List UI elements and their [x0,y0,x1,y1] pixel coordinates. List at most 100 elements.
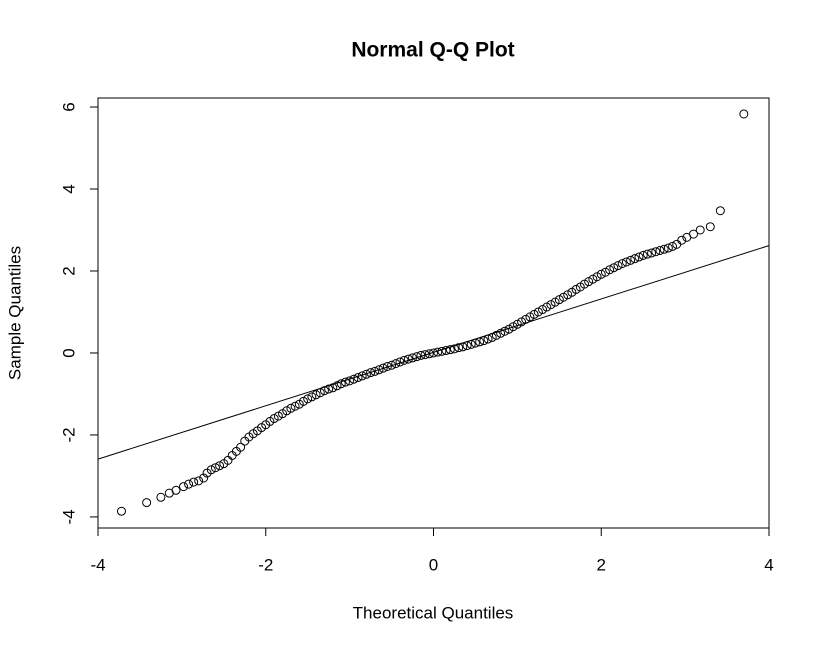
point [609,263,619,273]
point [332,381,342,391]
x-tick-label: -2 [258,555,273,574]
point [370,366,380,376]
point [395,357,405,367]
point [449,344,459,354]
point [651,247,661,257]
point [487,332,497,342]
point [403,354,413,364]
point [659,244,669,254]
point [663,243,673,253]
point [470,338,480,348]
point [324,384,334,394]
point [613,261,623,271]
point [286,403,296,413]
point [475,337,485,347]
point [412,352,422,362]
point [353,373,363,383]
point [361,369,371,379]
point [695,225,705,235]
x-axis-label: Theoretical Quantiles [353,603,514,622]
point [433,347,443,357]
point [179,482,189,492]
x-tick-label: 4 [764,555,773,574]
point [374,365,384,375]
point [156,492,166,502]
point [621,257,631,267]
point [491,330,501,340]
point [429,348,438,358]
point [189,477,199,487]
point [382,361,392,371]
point [479,336,489,346]
point [311,390,321,400]
point [441,346,451,356]
point [655,245,665,255]
point [715,206,725,216]
x-tick-label: 0 [429,555,438,574]
point [677,235,687,245]
y-tick-label: -4 [59,509,78,524]
point [420,350,430,360]
point [303,394,313,404]
point [458,342,468,352]
x-tick-label: 2 [597,555,606,574]
point [416,350,426,360]
y-tick-label: 4 [59,184,78,193]
point [647,248,657,258]
point [634,252,644,262]
point [184,479,194,489]
plot-frame [97,97,770,529]
point [617,259,627,269]
point [500,326,510,336]
point [319,386,329,396]
point [171,485,181,495]
point [236,442,246,452]
point [638,250,648,260]
y-tick-label: 6 [59,102,78,111]
point [307,392,317,402]
point [336,379,346,389]
y-tick-label: -2 [59,427,78,442]
x-tick-label: -4 [90,555,105,574]
point [705,222,715,232]
point [194,476,204,486]
y-tick-label: 2 [59,266,78,275]
point [349,374,359,384]
point [345,376,355,386]
point [340,377,350,387]
chart-title: Normal Q-Q Plot [351,39,514,62]
point [462,341,472,351]
point [739,109,749,119]
point [378,363,388,373]
point [366,368,376,378]
point [215,461,225,471]
point [408,353,418,363]
point [483,334,493,344]
point [605,265,615,275]
point [206,465,216,475]
point [668,241,678,251]
point [596,269,606,279]
point [290,401,300,411]
point [399,355,409,365]
point [630,254,640,264]
point [328,383,338,393]
point [689,229,699,239]
point [466,339,476,349]
point [437,346,447,356]
y-axis-label: Sample Quantiles [5,246,24,380]
point [391,359,401,369]
y-tick-label: 0 [59,348,78,357]
point [454,343,464,353]
point [315,388,325,398]
point [199,473,209,483]
point [116,506,126,516]
point [387,360,397,370]
point [496,328,506,338]
point [626,255,636,265]
point [210,463,220,473]
point [642,249,652,259]
point [357,371,367,381]
point [445,345,455,355]
